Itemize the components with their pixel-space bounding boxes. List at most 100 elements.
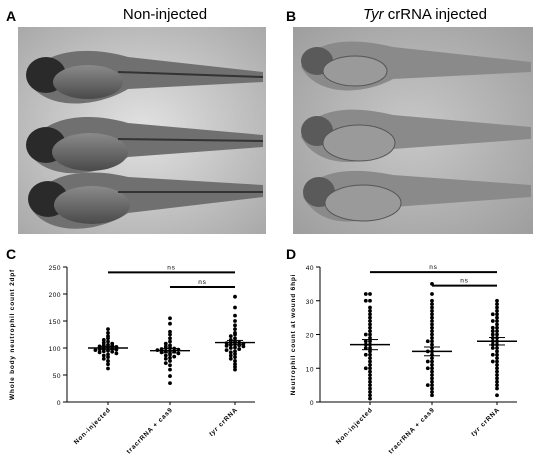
photo-non-injected-larvae bbox=[18, 27, 266, 234]
chart-d-ytick-label: 30 bbox=[306, 299, 314, 306]
chart-c-data-point bbox=[168, 339, 172, 344]
chart-d-data-point bbox=[495, 329, 499, 334]
chart-d-data-point bbox=[368, 335, 372, 340]
chart-d-data-point bbox=[495, 312, 499, 317]
chart-c-data-point bbox=[168, 367, 172, 372]
chart-c-data-point bbox=[168, 363, 172, 368]
chart-d-data-point bbox=[495, 356, 499, 361]
chart-d-data-point bbox=[368, 305, 372, 310]
chart-c-data-point bbox=[228, 346, 233, 350]
chart-d-data-point bbox=[430, 322, 434, 327]
chart-d-data-point bbox=[490, 352, 495, 357]
chart-d-data-point bbox=[425, 383, 430, 388]
chart-d-data-point bbox=[430, 292, 434, 296]
chart-c-data-point bbox=[233, 313, 237, 318]
panel-a-title: Non-injected bbox=[122, 6, 208, 23]
chart-c-data-point bbox=[233, 294, 237, 299]
chart-d-data-point bbox=[368, 352, 372, 357]
chart-c-data-point bbox=[101, 340, 106, 345]
chart-c-data-point bbox=[233, 327, 237, 331]
larva-a3 bbox=[28, 172, 263, 229]
chart-d-data-point bbox=[490, 312, 495, 317]
chart-d-data-point bbox=[363, 332, 368, 337]
chart-d-data-point bbox=[430, 335, 434, 340]
chart-c-data-point bbox=[233, 319, 237, 323]
chart-c-ytick-label: 100 bbox=[49, 346, 61, 353]
chart-d-category-label: tyr crRNA bbox=[470, 406, 502, 438]
chart-d-data-point bbox=[430, 356, 434, 361]
chart-c-data-point bbox=[106, 352, 110, 357]
chart-c-data-point bbox=[237, 343, 242, 348]
chart-d-data-point bbox=[495, 366, 499, 371]
chart-d-significance-label: ns bbox=[429, 264, 437, 271]
chart-c-data-point bbox=[233, 365, 237, 369]
chart-d-data-point bbox=[368, 369, 372, 374]
chart-d-data-point bbox=[368, 396, 372, 401]
chart-d-data-point bbox=[495, 319, 499, 323]
chart-d-ytick-label: 10 bbox=[306, 366, 314, 373]
chart-c-data-point bbox=[233, 349, 237, 354]
chart-c-data-point bbox=[168, 321, 172, 326]
chart-d-data-point bbox=[430, 312, 434, 317]
chart-c-data-point bbox=[101, 356, 106, 361]
chart-d-data-point bbox=[490, 329, 495, 334]
larva-b2 bbox=[301, 109, 531, 162]
chart-c-data-point bbox=[168, 359, 172, 363]
chart-d-data-point bbox=[363, 352, 368, 357]
photo-tyr-crrna-larvae bbox=[293, 27, 533, 234]
chart-d-data-point bbox=[495, 305, 499, 310]
chart-d-data-point bbox=[368, 312, 372, 317]
chart-d-data-point bbox=[495, 359, 499, 364]
chart-d-data-point bbox=[495, 349, 499, 354]
panel-b-title-gene: Tyr bbox=[363, 6, 384, 23]
chart-d-data-point bbox=[368, 332, 372, 337]
chart-c-data-point bbox=[114, 351, 119, 356]
chart-c-ytick-label: 50 bbox=[53, 373, 61, 380]
panel-letter-a: A bbox=[6, 8, 17, 24]
chart-d-data-point bbox=[430, 366, 434, 371]
chart-d-data-point bbox=[425, 359, 430, 364]
chart-d-data-point bbox=[490, 325, 495, 330]
chart-d-data-point bbox=[430, 359, 434, 364]
chart-d-data-point bbox=[430, 325, 434, 330]
chart-c-ylabel: Whole body neutrophil count 2dpf bbox=[9, 269, 16, 400]
larvae-image-a bbox=[18, 27, 266, 234]
chart-c-category-label: tracrRNA + cas9 bbox=[126, 406, 175, 455]
chart-d-ytick-label: 20 bbox=[306, 333, 314, 340]
larva-b1 bbox=[301, 41, 531, 91]
chart-c-data-point bbox=[168, 316, 172, 321]
chart-d-data-point bbox=[495, 379, 499, 384]
chart-c-data-point bbox=[233, 305, 237, 310]
chart-c-data-point bbox=[228, 356, 233, 361]
chart-d-data-point bbox=[430, 315, 434, 320]
chart-c-data-point bbox=[106, 355, 110, 360]
chart-d-data-point bbox=[430, 342, 434, 347]
chart-c-data-point bbox=[106, 339, 110, 344]
chart-d-data-point bbox=[430, 383, 434, 388]
chart-d-data-point bbox=[368, 373, 372, 377]
chart-c-data-point bbox=[101, 349, 106, 354]
chart-d-data-point bbox=[495, 302, 499, 307]
larva-b3 bbox=[303, 170, 531, 222]
chart-c-data-point bbox=[233, 323, 237, 328]
chart-d-data-point bbox=[495, 322, 499, 327]
chart-d-data-point bbox=[495, 376, 499, 381]
chart-c-ytick-label: 250 bbox=[49, 265, 61, 272]
chart-d-data-point bbox=[495, 362, 499, 367]
chart-d-data-point bbox=[490, 346, 495, 350]
chart-c-data-point bbox=[168, 381, 172, 385]
chart-c-significance-label: ns bbox=[167, 264, 175, 271]
larva-a2 bbox=[26, 116, 264, 174]
chart-d-ytick-label: 40 bbox=[306, 265, 314, 272]
chart-d-data-point bbox=[368, 298, 372, 303]
chart-c-data-point bbox=[233, 359, 237, 363]
larva-a1 bbox=[26, 50, 264, 104]
chart-c-data-point bbox=[168, 336, 172, 341]
chart-d-data-point bbox=[495, 308, 499, 313]
chart-d-data-point bbox=[368, 322, 372, 327]
chart-d-data-point bbox=[430, 393, 434, 398]
chart-c-data-point bbox=[233, 362, 237, 367]
chart-d-data-point bbox=[430, 389, 434, 394]
chart-d-data-point bbox=[430, 298, 434, 303]
chart-d-category-rest: crRNA bbox=[477, 406, 501, 430]
